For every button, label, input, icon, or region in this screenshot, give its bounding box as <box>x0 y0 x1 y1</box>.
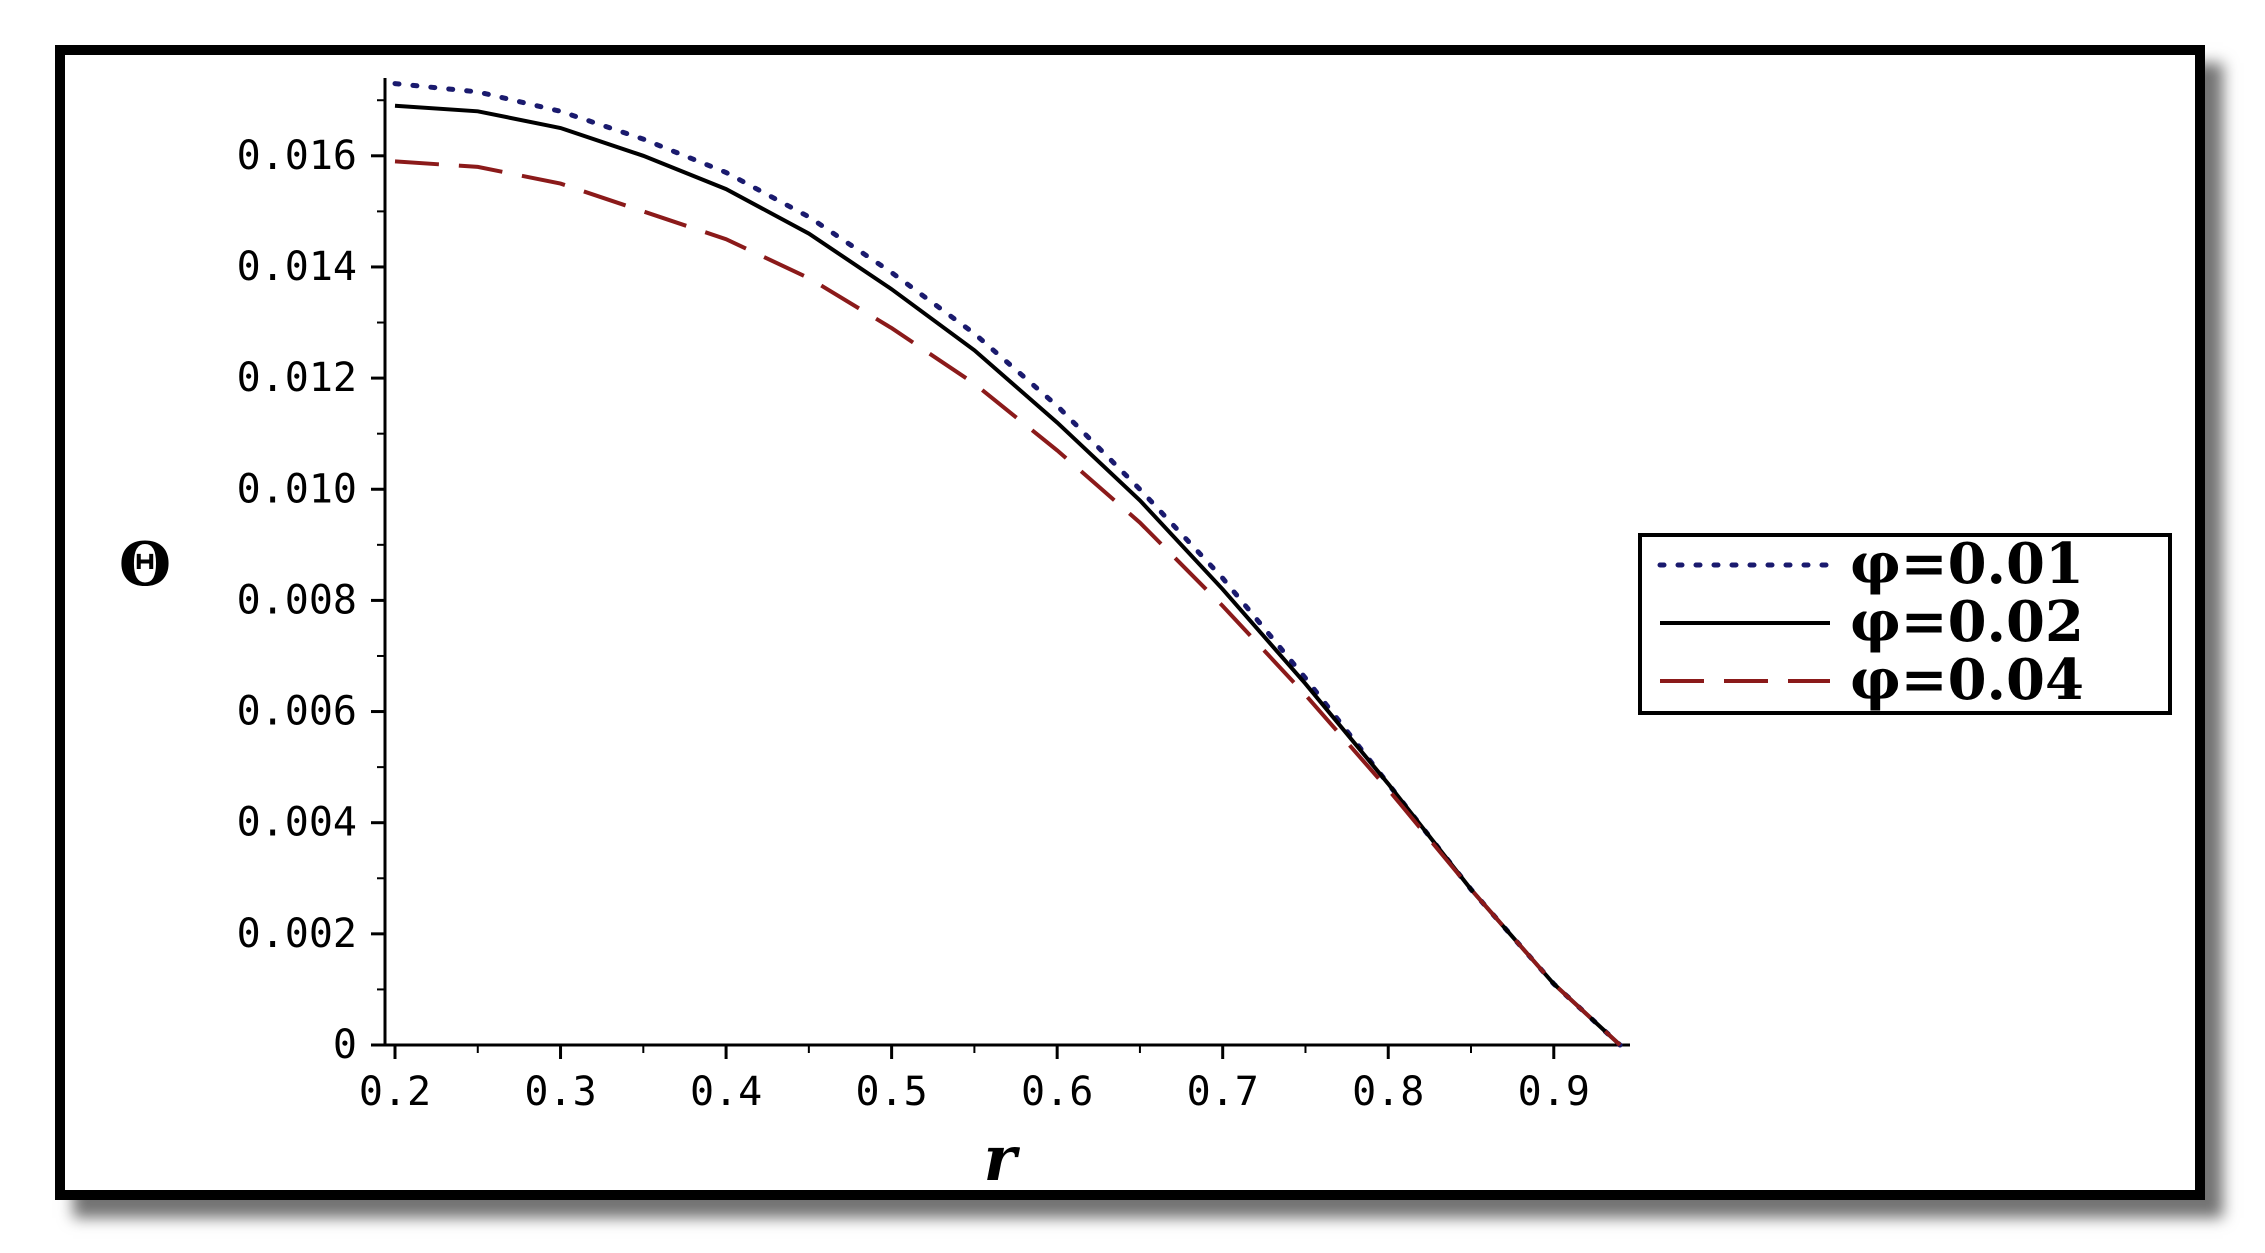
series-layer <box>392 81 1623 1048</box>
series-line-2 <box>394 103 1622 1047</box>
legend-label-3: φ=0.04 <box>1850 647 2084 713</box>
axes: 0.2 0.3 0.4 0.5 0.6 0.7 0.8 0.9 0 0.002 0.004 0.006… <box>237 78 1630 1115</box>
series-line-3 <box>394 159 1622 1047</box>
x-tick-label: 0.8 <box>1352 1069 1424 1115</box>
x-tick-label: 0.9 <box>1518 1069 1590 1115</box>
y-tick-label: 0.010 <box>237 466 357 512</box>
x-tick-label: 0.3 <box>524 1069 596 1115</box>
y-tick-label: 0.008 <box>237 577 357 623</box>
y-tick-label: 0.006 <box>237 689 357 735</box>
legend-label-2: φ=0.02 <box>1850 589 2084 655</box>
y-tick-label: 0.012 <box>237 355 357 401</box>
y-tick-label: 0.016 <box>237 133 357 179</box>
x-tick-label: 0.7 <box>1187 1069 1259 1115</box>
y-tick-label: 0.004 <box>237 800 357 846</box>
x-tick-label: 0.4 <box>690 1069 762 1115</box>
legend-label-1: φ=0.01 <box>1850 531 2084 597</box>
x-tick-label: 0.6 <box>1021 1069 1093 1115</box>
y-tick-label: 0 <box>333 1022 357 1068</box>
series-line-1 <box>392 81 1623 1048</box>
x-tick-label: 0.5 <box>855 1069 927 1115</box>
x-tick-label: 0.2 <box>359 1069 431 1115</box>
x-axis-title: r <box>984 1122 1021 1195</box>
y-axis-title: Θ <box>119 530 171 600</box>
legend: φ=0.01φ=0.02φ=0.04 <box>1638 531 2172 715</box>
y-tick-label: 0.002 <box>237 911 357 957</box>
y-tick-label: 0.014 <box>237 244 357 290</box>
